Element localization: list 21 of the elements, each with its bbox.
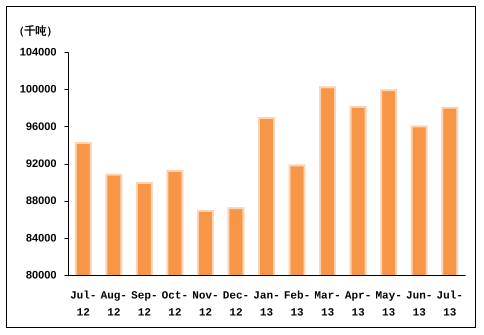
y-tick-label: 96000 bbox=[26, 120, 56, 133]
x-tick-label: Sep- 12 bbox=[131, 290, 158, 320]
x-tick-label: Jul- 13 bbox=[436, 290, 463, 320]
x-tick-label: May- 13 bbox=[375, 290, 402, 320]
x-tick-label: Feb- 13 bbox=[284, 290, 310, 320]
x-tick-label: Aug- 12 bbox=[100, 290, 128, 320]
y-tick-label: 80000 bbox=[26, 270, 56, 282]
y-axis-title: （千吨） bbox=[14, 24, 58, 38]
y-tick-label: 104000 bbox=[20, 46, 56, 58]
y-tick-label: 100000 bbox=[20, 84, 56, 96]
x-tick-label: Jul- 12 bbox=[70, 290, 96, 320]
y-tick-label: 92000 bbox=[26, 158, 56, 170]
x-tick-label: Jan- 13 bbox=[253, 290, 280, 320]
x-tick-label: Dec- 12 bbox=[222, 290, 250, 320]
x-tick-label: Jun- 13 bbox=[406, 290, 432, 320]
x-tick-label: Nov- 12 bbox=[192, 290, 219, 320]
y-tick-label: 84000 bbox=[26, 232, 56, 244]
x-tick-label: Mar- 13 bbox=[314, 290, 341, 320]
x-tick-label: Oct- 12 bbox=[162, 290, 188, 320]
x-tick-label: Apr- 13 bbox=[344, 290, 372, 320]
y-tick-label: 88000 bbox=[26, 195, 56, 208]
